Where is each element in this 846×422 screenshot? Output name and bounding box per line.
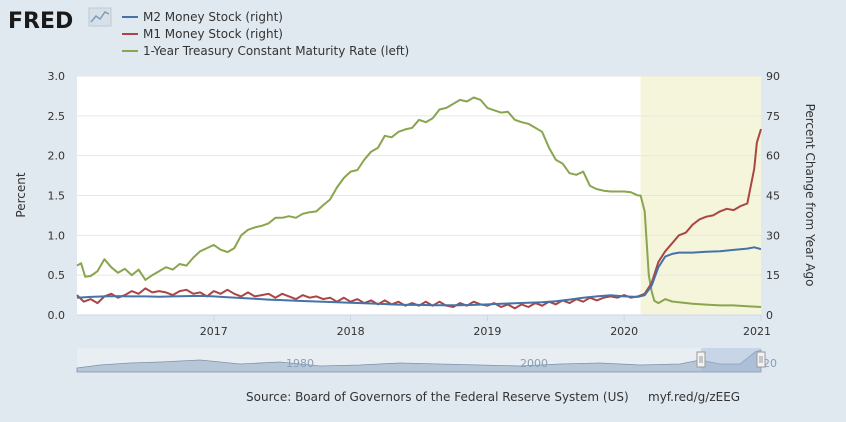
left-axis: 0.0 0.5 1.0 1.5 2.0 2.5 3.0 <box>48 70 66 322</box>
range-navigator[interactable]: 1980 2000 20 <box>76 348 777 373</box>
legend-item-m1[interactable]: M1 Money Stock (right) <box>122 27 283 41</box>
navigator-label-2000: 2000 <box>520 357 548 370</box>
navigator-label-1980: 1980 <box>286 357 314 370</box>
left-tick-label: 2.5 <box>48 110 66 123</box>
line-chart-icon <box>88 7 112 27</box>
legend-item-m2[interactable]: M2 Money Stock (right) <box>122 10 283 24</box>
right-tick-label: 75 <box>766 110 780 123</box>
fred-logo[interactable]: FRED <box>8 7 112 34</box>
legend-label-treasury: 1-Year Treasury Constant Maturity Rate (… <box>143 44 409 58</box>
right-tick-label: 45 <box>766 190 780 203</box>
series-layer <box>76 96 762 310</box>
navigator-handle-right[interactable] <box>756 351 766 368</box>
source-text: Source: Board of Governors of the Federa… <box>246 390 629 404</box>
x-tick-label: 2018 <box>337 325 365 338</box>
right-axis-title: Percent Change from Year Ago <box>803 104 817 287</box>
x-axis: 2017 2018 2019 2020 2021 <box>77 314 771 338</box>
navigator-handle-left[interactable] <box>696 351 706 368</box>
left-tick-label: 1.5 <box>48 190 66 203</box>
left-tick-label: 0.5 <box>48 269 66 282</box>
navigator-label-2020: 20 <box>763 357 777 370</box>
legend-label-m1: M1 Money Stock (right) <box>143 27 283 41</box>
handle-left-body <box>696 351 706 368</box>
series-line-m1 <box>76 128 762 310</box>
x-tick-label: 2021 <box>743 325 771 338</box>
handle-right-body <box>756 351 766 368</box>
right-axis: 0 15 30 45 60 75 90 <box>766 70 780 322</box>
right-tick-label: 30 <box>766 229 780 242</box>
series-line-treasury <box>76 96 762 308</box>
right-tick-label: 0 <box>766 309 773 322</box>
series-line-m2 <box>76 246 762 307</box>
left-tick-label: 2.0 <box>48 150 66 163</box>
x-tick-label: 2019 <box>473 325 501 338</box>
left-tick-label: 1.0 <box>48 229 66 242</box>
navigator-series <box>76 349 762 373</box>
left-axis-title: Percent <box>14 172 28 217</box>
right-tick-label: 60 <box>766 150 780 163</box>
right-tick-label: 15 <box>766 269 780 282</box>
left-tick-label: 0.0 <box>48 309 66 322</box>
left-tick-label: 3.0 <box>48 70 66 83</box>
legend-item-treasury[interactable]: 1-Year Treasury Constant Maturity Rate (… <box>122 44 409 58</box>
x-tick-label: 2017 <box>200 325 228 338</box>
legend-label-m2: M2 Money Stock (right) <box>143 10 283 24</box>
x-tick-label: 2020 <box>610 325 638 338</box>
right-tick-label: 90 <box>766 70 780 83</box>
fred-logo-text: FRED <box>8 9 73 34</box>
short-link[interactable]: myf.red/g/zEEG <box>648 390 740 404</box>
legend: M2 Money Stock (right) M1 Money Stock (r… <box>122 10 409 58</box>
navigator-selection[interactable] <box>701 348 761 372</box>
